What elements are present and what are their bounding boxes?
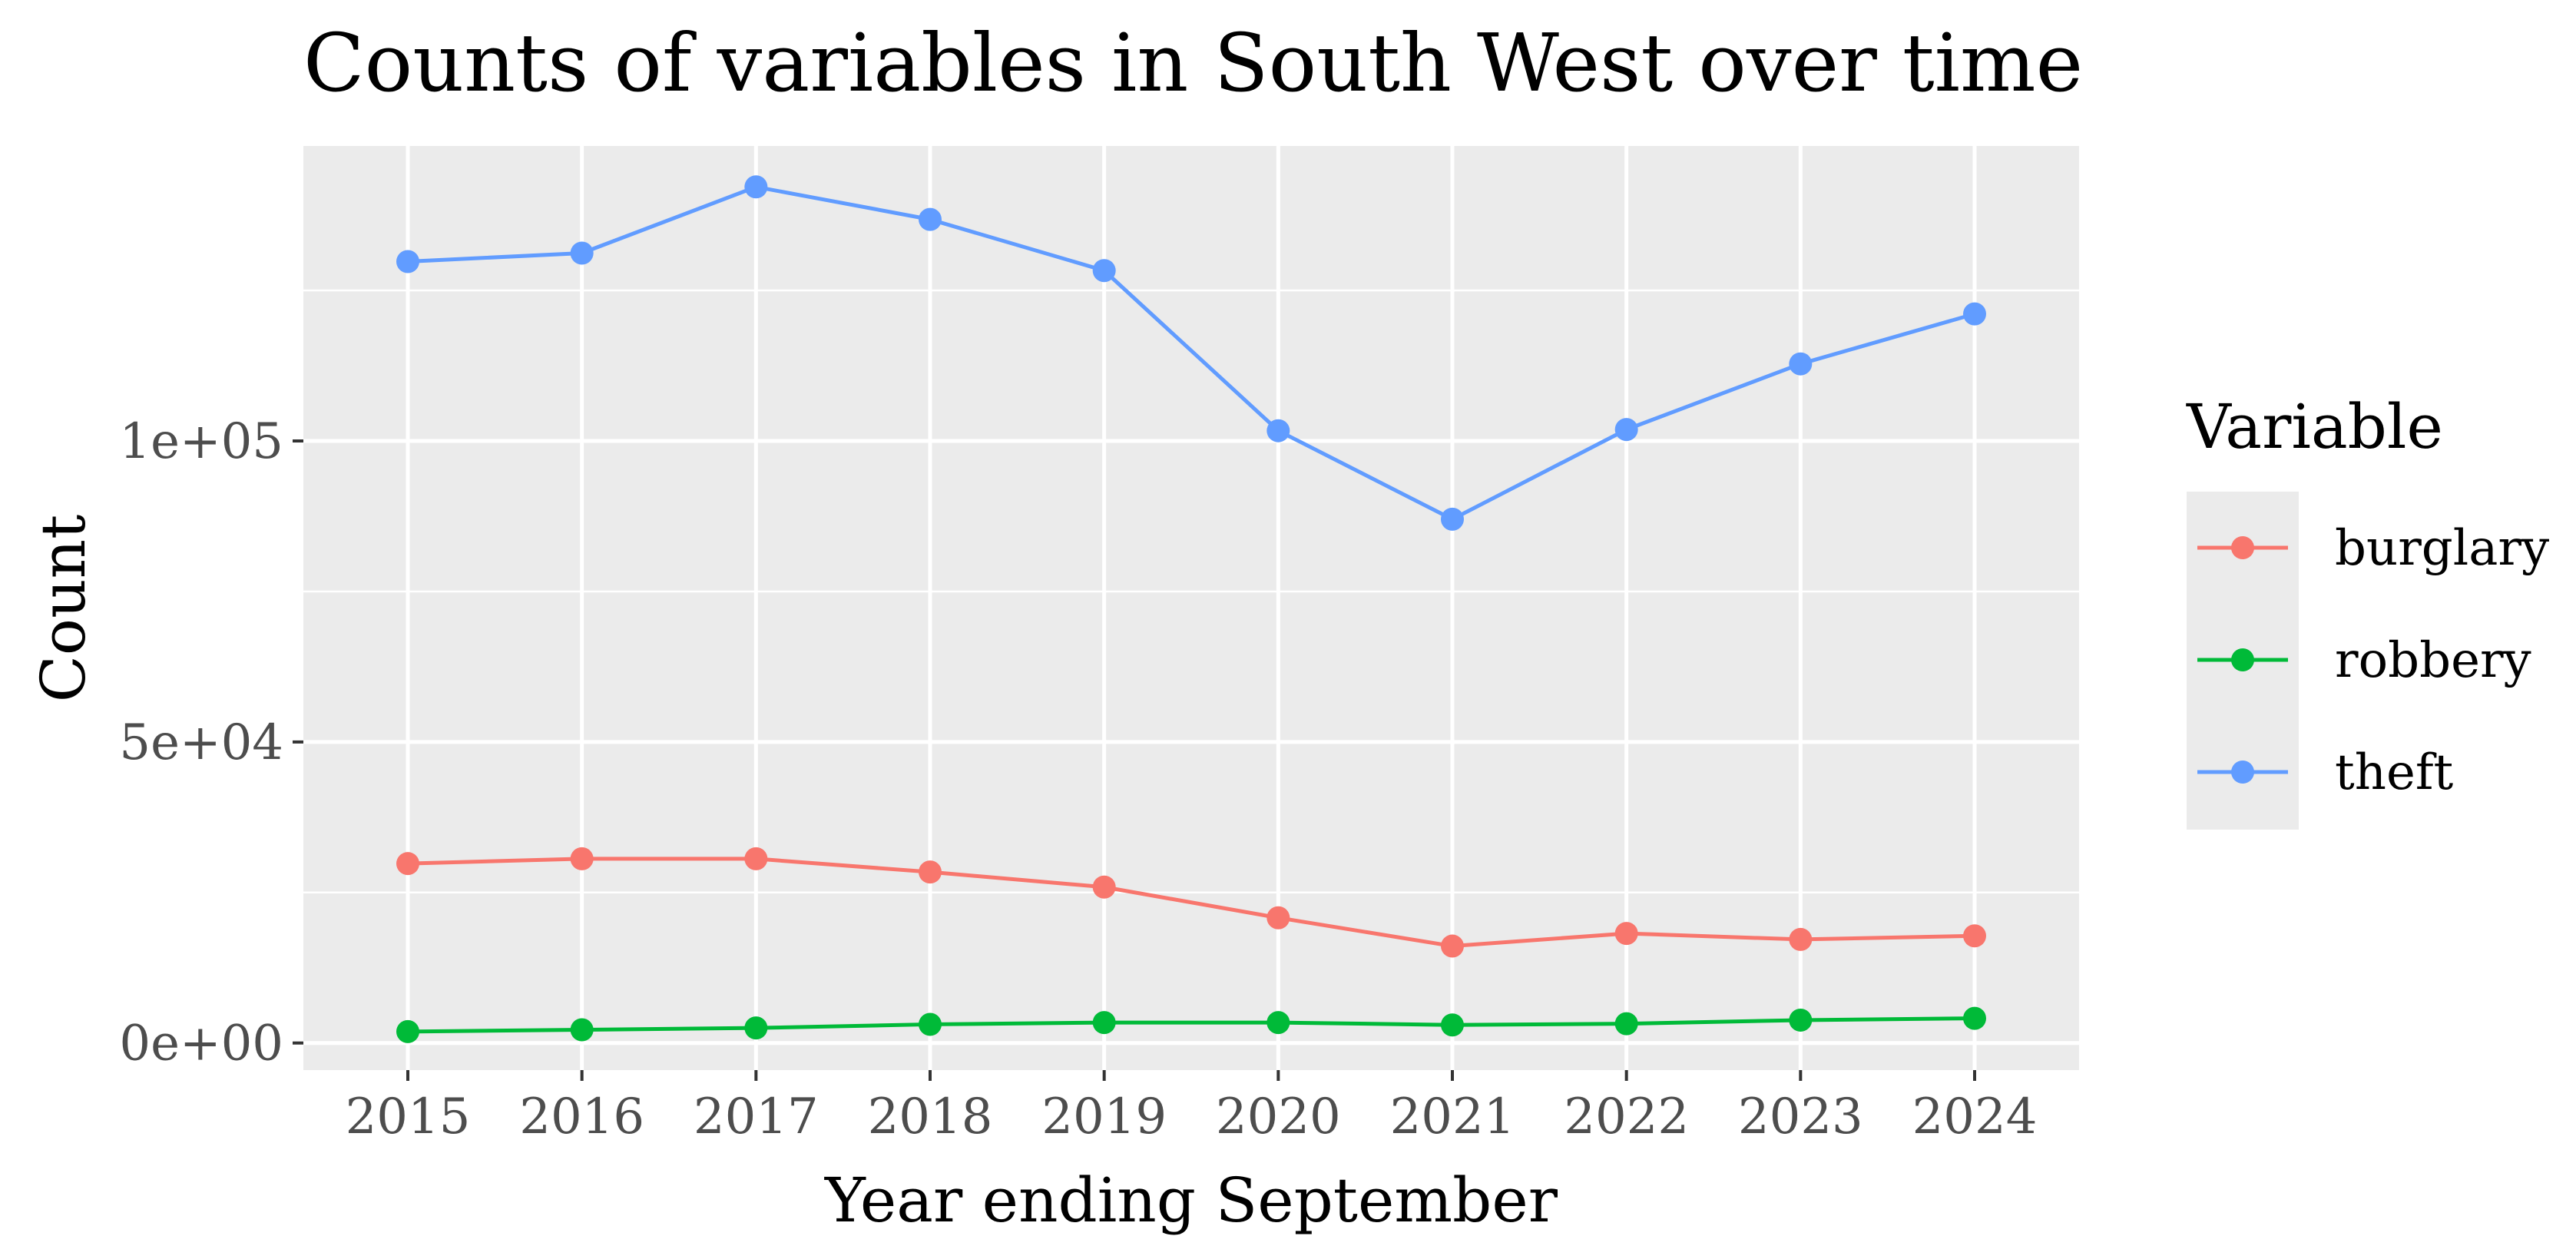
theft-point — [570, 241, 594, 265]
y-tick-label: 5e+04 — [119, 714, 283, 771]
legend: Variable burglary robbery theft — [2186, 391, 2549, 830]
theft-point — [744, 175, 768, 199]
series-burglary — [396, 847, 1986, 958]
burglary-point — [1963, 924, 1986, 948]
x-tick-label: 2015 — [346, 1089, 471, 1145]
x-axis-title: Year ending September — [824, 1165, 1558, 1236]
x-axis: 2015 2016 2017 2018 2019 2020 2021 2022 2023 2024 — [346, 1070, 2038, 1145]
theft-point — [1092, 259, 1116, 283]
y-tick-label: 1e+05 — [119, 413, 283, 470]
robbery-point — [396, 1019, 419, 1043]
theft-point — [919, 207, 942, 231]
x-tick-label: 2020 — [1216, 1089, 1341, 1145]
x-tick-label: 2024 — [1912, 1089, 2038, 1145]
x-tick-label: 2023 — [1738, 1089, 1863, 1145]
burglary-line — [407, 857, 1975, 949]
theft-point — [1266, 419, 1290, 442]
legend-item-burglary: burglary — [2197, 520, 2549, 577]
robbery-legend-key-point — [2231, 648, 2254, 671]
x-tick-label: 2022 — [1564, 1089, 1689, 1145]
legend-item-theft: theft — [2197, 744, 2454, 801]
y-axis-title: Count — [28, 515, 99, 703]
robbery-point — [1963, 1006, 1986, 1030]
burglary-point — [570, 847, 594, 870]
theft-point — [1614, 418, 1638, 442]
plot-panel — [303, 146, 2079, 1070]
chart-title: Counts of variables in South West over t… — [303, 16, 2083, 110]
burglary-point — [919, 860, 942, 884]
burglary-point — [1092, 875, 1116, 899]
robbery-point — [1441, 1013, 1464, 1037]
x-tick-label: 2021 — [1390, 1089, 1515, 1145]
burglary-point — [396, 852, 419, 876]
theft-point — [1441, 507, 1464, 531]
robbery-point — [1092, 1011, 1116, 1035]
robbery-point — [1266, 1011, 1290, 1035]
legend-label: burglary — [2335, 520, 2549, 577]
robbery-point — [744, 1016, 768, 1040]
legend-label: theft — [2335, 744, 2454, 801]
x-tick-label: 2018 — [868, 1089, 993, 1145]
burglary-point — [1614, 922, 1638, 946]
series-theft — [396, 175, 1986, 531]
legend-title: Variable — [2186, 391, 2443, 462]
legend-label: robbery — [2335, 632, 2531, 689]
y-axis: 0e+00 5e+04 1e+05 — [119, 413, 303, 1072]
robbery-point — [570, 1018, 594, 1042]
robbery-point — [1614, 1012, 1638, 1036]
minor-gridlines — [303, 289, 2079, 894]
y-tick-label: 0e+00 — [119, 1016, 283, 1072]
robbery-line — [407, 1016, 1975, 1034]
x-tick-label: 2016 — [519, 1089, 644, 1145]
series-layer — [396, 175, 1986, 1043]
x-tick-label: 2017 — [694, 1089, 819, 1145]
theft-point — [1963, 302, 1986, 326]
robbery-point — [919, 1012, 942, 1036]
burglary-legend-key-point — [2231, 536, 2254, 559]
major-gridlines — [303, 146, 2079, 1070]
legend-items: burglary robbery theft — [2197, 520, 2549, 801]
burglary-point — [1789, 927, 1813, 951]
theft-line — [407, 184, 1975, 522]
x-tick-label: 2019 — [1041, 1089, 1167, 1145]
burglary-point — [744, 847, 768, 870]
robbery-point — [1789, 1008, 1813, 1032]
theft-point — [1789, 352, 1813, 376]
burglary-point — [1441, 934, 1464, 958]
theft-point — [396, 250, 419, 273]
burglary-point — [1266, 906, 1290, 930]
series-robbery — [396, 1006, 1986, 1043]
legend-item-robbery: robbery — [2197, 632, 2531, 689]
theft-legend-key-point — [2231, 761, 2254, 784]
